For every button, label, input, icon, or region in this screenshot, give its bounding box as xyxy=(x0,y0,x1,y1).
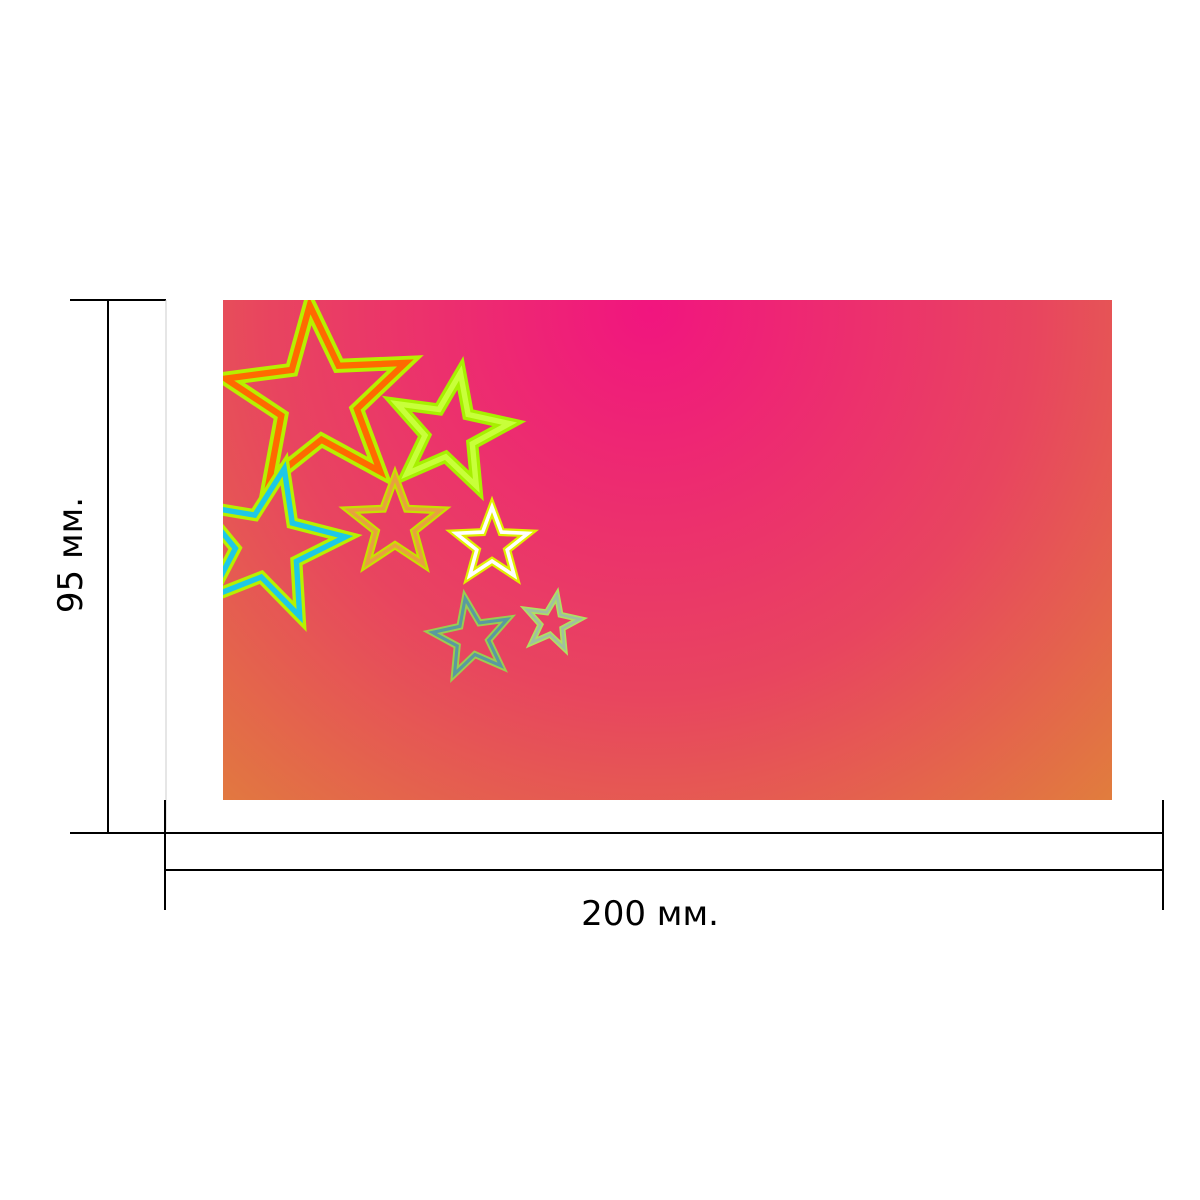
star xyxy=(223,461,354,624)
height-label: 95 мм. xyxy=(51,497,91,613)
star xyxy=(390,365,518,493)
star xyxy=(344,471,446,568)
star xyxy=(523,591,584,652)
card xyxy=(223,300,1112,800)
star xyxy=(451,501,533,580)
star xyxy=(223,300,414,490)
star-decoration xyxy=(223,300,589,684)
width-label: 200 мм. xyxy=(581,894,719,934)
star xyxy=(427,594,512,679)
